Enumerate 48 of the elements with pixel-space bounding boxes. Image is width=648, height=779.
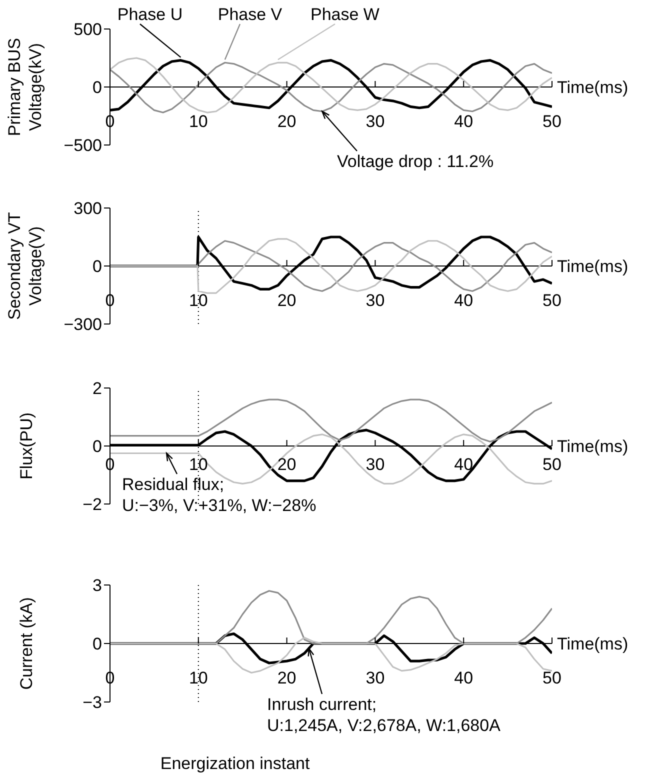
x-axis-title: Time(ms) — [557, 634, 628, 654]
x-tick-label: 50 — [542, 455, 562, 474]
x-tick-label: 10 — [188, 291, 208, 310]
x-axis-title: Time(ms) — [557, 78, 628, 98]
y-tick-label: −300 — [64, 315, 102, 334]
text: Phase U — [117, 5, 183, 24]
ref-line-label: Energization instant — [160, 754, 310, 773]
y-axis-title: Secondary VT Voltage(V) — [5, 212, 45, 320]
x-tick-label: 30 — [366, 291, 385, 310]
annotation: Residual flux; U:−3%, V:+31%, W:−28% — [122, 475, 316, 515]
y-tick-label: 3 — [92, 576, 102, 596]
x-tick-label: 20 — [277, 668, 296, 688]
y-tick-label: 0 — [92, 78, 102, 98]
x-tick-label: 20 — [277, 112, 296, 131]
x-tick-label: 10 — [188, 455, 208, 474]
text: Phase V — [218, 5, 283, 24]
x-axis-title: Time(ms) — [557, 257, 628, 276]
y-tick-label: 0 — [92, 437, 102, 456]
x-tick-label: 50 — [542, 291, 562, 310]
x-tick-label: 30 — [366, 455, 385, 474]
x-tick-label: 40 — [454, 112, 474, 131]
y-tick-label: −2 — [82, 495, 102, 514]
x-tick-label: 40 — [454, 291, 474, 310]
x-tick-label: 40 — [454, 455, 474, 474]
x-axis-title: Time(ms) — [557, 437, 628, 456]
x-tick-label: 10 — [188, 112, 208, 131]
y-axis-title: Flux(PU) — [17, 412, 36, 480]
y-tick-label: 0 — [92, 634, 102, 654]
x-tick-label: 30 — [366, 668, 385, 688]
x-tick-label: 10 — [188, 668, 208, 688]
x-tick-label: 20 — [277, 455, 296, 474]
annotation: Voltage drop : 11.2% — [337, 152, 494, 171]
y-tick-label: 0 — [92, 257, 102, 276]
x-tick-label: 20 — [277, 291, 296, 310]
y-axis-title: Current (kA) — [17, 597, 36, 690]
y-tick-label: 500 — [74, 20, 102, 40]
y-tick-label: −500 — [64, 136, 102, 156]
text: Phase W — [310, 5, 380, 24]
annotation: Inrush current; U:1,245A, V:2,678A, W:1,680A — [267, 695, 502, 735]
x-tick-label: 50 — [542, 668, 562, 688]
y-tick-label: −3 — [82, 693, 102, 712]
y-tick-label: 300 — [74, 199, 102, 218]
y-axis-title: Primary BUS Voltage(kV) — [5, 38, 45, 136]
x-tick-label: 30 — [366, 112, 385, 131]
x-tick-label: 50 — [542, 112, 562, 131]
line-series — [110, 398, 552, 442]
y-tick-label: 2 — [92, 379, 102, 398]
x-tick-label: 40 — [454, 668, 474, 688]
